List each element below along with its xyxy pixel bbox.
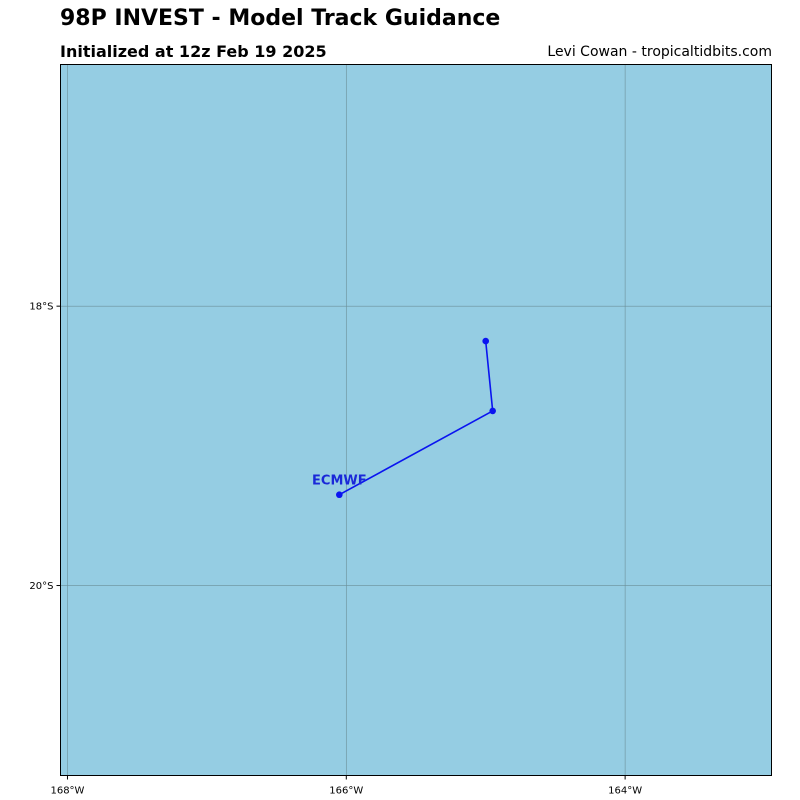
- track-label: ECMWF: [312, 474, 367, 489]
- lon-tick-label: 168°W: [50, 786, 84, 797]
- chart-title: 98P INVEST - Model Track Guidance: [60, 6, 501, 31]
- chart-subtitle: Initialized at 12z Feb 19 2025: [60, 42, 327, 61]
- track-point: [482, 337, 490, 345]
- grid-lines: [60, 64, 772, 776]
- track-point: [336, 491, 343, 499]
- map-border: [60, 64, 772, 776]
- credit-text: Levi Cowan - tropicaltidbits.com: [547, 44, 772, 60]
- lat-tick-label: 18°S: [29, 302, 53, 313]
- lat-tick-label: 20°S: [29, 581, 53, 592]
- lon-tick-label: 166°W: [329, 786, 363, 797]
- track-point: [489, 407, 496, 415]
- map-area: [60, 64, 772, 776]
- lon-tick-label: 164°W: [608, 786, 642, 797]
- tick-labels: 168°W 166°W 164°W 18°S 20°S: [29, 302, 642, 797]
- model-tracks: ECMWF: [312, 337, 496, 499]
